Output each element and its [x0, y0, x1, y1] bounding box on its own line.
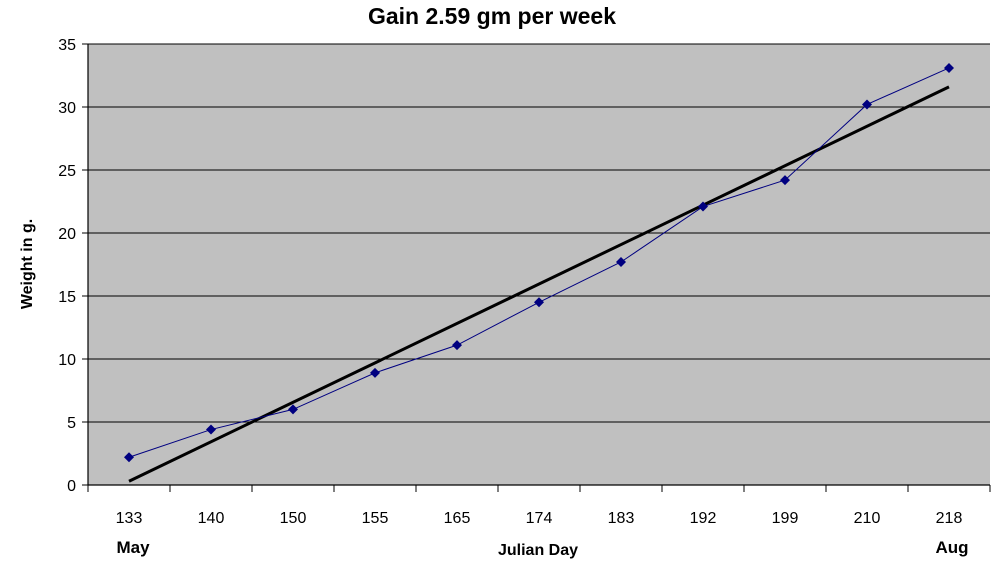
x-tick-label: 155 — [362, 510, 389, 527]
month-label-start: May — [116, 538, 150, 557]
trendline — [128, 85, 950, 483]
y-tick-label: 5 — [67, 415, 76, 432]
x-axis-label: Julian Day — [498, 542, 578, 559]
data-points — [124, 62, 954, 463]
data-point — [288, 404, 298, 415]
data-point — [944, 62, 954, 73]
y-tick-label: 0 — [67, 478, 76, 495]
data-point — [206, 424, 216, 435]
x-tick-label: 150 — [280, 510, 307, 527]
y-tick-label: 25 — [58, 163, 76, 180]
x-tick-label: 133 — [116, 510, 143, 527]
data-point — [862, 99, 872, 110]
plot-area — [88, 44, 990, 485]
x-tick-label: 210 — [854, 510, 881, 527]
x-axis: 133 140 150 155 165 174 183 192 199 210 218 — [87, 484, 991, 527]
x-tick-label: 199 — [772, 510, 799, 527]
y-axis-label: Weight in g. — [19, 219, 36, 309]
x-tick-label: 183 — [608, 510, 635, 527]
data-point — [370, 367, 380, 378]
chart-title: Gain 2.59 gm per week — [368, 3, 616, 29]
data-point — [534, 297, 544, 308]
gridlines — [88, 43, 990, 423]
data-point — [452, 340, 462, 351]
y-tick-label: 10 — [58, 352, 76, 369]
y-tick-label: 30 — [58, 100, 76, 117]
data-point — [616, 256, 626, 267]
month-label-end: Aug — [935, 538, 968, 557]
y-tick-label: 20 — [58, 226, 76, 243]
x-tick-label: 218 — [936, 510, 963, 527]
y-axis: 0 5 10 15 20 25 30 35 — [58, 37, 89, 495]
x-tick-label: 165 — [444, 510, 471, 527]
data-point — [698, 201, 708, 212]
y-tick-label: 35 — [58, 37, 76, 54]
data-point — [124, 452, 134, 463]
x-tick-label: 174 — [526, 510, 553, 527]
y-tick-label: 15 — [58, 289, 76, 306]
data-point — [780, 175, 790, 186]
x-tick-label: 140 — [198, 510, 225, 527]
x-tick-label: 192 — [690, 510, 717, 527]
